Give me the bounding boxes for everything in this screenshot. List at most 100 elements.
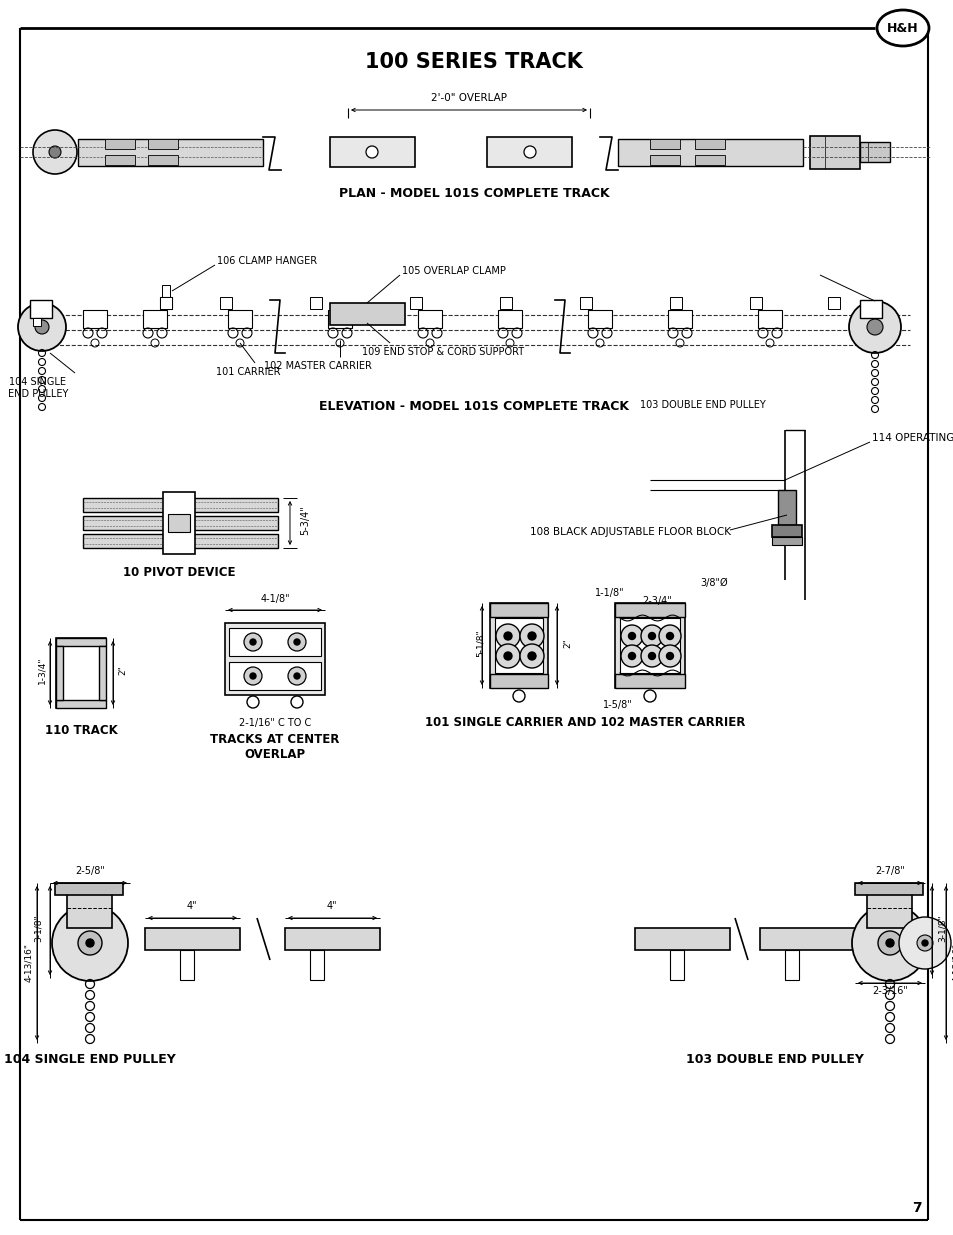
Text: 104 SINGLE
END PULLEY: 104 SINGLE END PULLEY <box>8 377 68 399</box>
Bar <box>99 646 106 700</box>
Circle shape <box>288 634 306 651</box>
Circle shape <box>294 638 299 645</box>
Text: 2": 2" <box>118 666 127 674</box>
Bar <box>56 638 106 646</box>
Text: 2-5/8": 2-5/8" <box>75 866 105 876</box>
Circle shape <box>885 939 893 947</box>
Circle shape <box>659 645 680 667</box>
Text: 101 CARRIER: 101 CARRIER <box>215 367 280 377</box>
Circle shape <box>496 643 519 668</box>
Bar <box>220 296 232 309</box>
Bar <box>619 618 679 673</box>
Circle shape <box>620 625 642 647</box>
Bar <box>225 622 325 695</box>
Bar <box>866 890 911 927</box>
Circle shape <box>659 625 680 647</box>
Circle shape <box>640 645 662 667</box>
Circle shape <box>18 303 66 351</box>
Circle shape <box>519 624 543 648</box>
Circle shape <box>86 939 94 947</box>
Text: 1-5/8": 1-5/8" <box>602 700 632 710</box>
Bar <box>859 300 882 317</box>
Circle shape <box>620 645 642 667</box>
Bar <box>669 296 681 309</box>
Circle shape <box>250 638 255 645</box>
Bar <box>229 629 320 656</box>
Circle shape <box>496 624 519 648</box>
Text: 7: 7 <box>911 1200 921 1215</box>
Bar <box>618 140 802 165</box>
Circle shape <box>648 652 655 659</box>
Bar <box>784 950 799 981</box>
Text: 4-13/16": 4-13/16" <box>24 944 33 983</box>
Bar <box>83 498 277 513</box>
Bar <box>667 310 691 329</box>
Text: 2-3/16": 2-3/16" <box>871 986 907 995</box>
Text: 1-3/4": 1-3/4" <box>37 656 46 684</box>
Bar <box>67 890 112 927</box>
Bar <box>587 310 612 329</box>
Circle shape <box>916 935 932 951</box>
Bar <box>778 490 795 525</box>
Text: TRACKS AT CENTER
OVERLAP: TRACKS AT CENTER OVERLAP <box>210 734 339 761</box>
Bar <box>771 525 801 537</box>
Circle shape <box>666 632 673 640</box>
Bar <box>497 310 521 329</box>
Bar <box>859 142 889 162</box>
Text: 4-13/16": 4-13/16" <box>951 944 953 983</box>
Bar <box>56 646 63 700</box>
Circle shape <box>33 130 77 174</box>
Circle shape <box>877 931 901 955</box>
Bar <box>83 534 277 548</box>
Circle shape <box>503 652 512 659</box>
Circle shape <box>294 673 299 679</box>
Circle shape <box>848 301 900 353</box>
Circle shape <box>523 146 536 158</box>
Text: 3-1/8": 3-1/8" <box>34 914 43 942</box>
Text: ELEVATION - MODEL 101S COMPLETE TRACK: ELEVATION - MODEL 101S COMPLETE TRACK <box>318 400 628 412</box>
Bar <box>669 950 683 981</box>
Bar <box>649 156 679 165</box>
Text: H&H: H&H <box>886 21 918 35</box>
Bar <box>410 296 421 309</box>
Bar <box>854 883 923 895</box>
Bar <box>760 927 854 950</box>
Bar <box>749 296 761 309</box>
Bar <box>695 156 724 165</box>
Bar <box>163 492 194 555</box>
Text: 2-7/8": 2-7/8" <box>874 866 904 876</box>
Text: PLAN - MODEL 101S COMPLETE TRACK: PLAN - MODEL 101S COMPLETE TRACK <box>338 186 609 200</box>
Bar <box>228 310 252 329</box>
Text: 108 BLACK ADJUSTABLE FLOOR BLOCK: 108 BLACK ADJUSTABLE FLOOR BLOCK <box>530 527 730 537</box>
Bar <box>105 140 135 149</box>
Circle shape <box>866 319 882 335</box>
Bar <box>30 300 52 317</box>
Text: 100 SERIES TRACK: 100 SERIES TRACK <box>365 52 582 72</box>
Circle shape <box>366 146 377 158</box>
Bar <box>160 296 172 309</box>
Circle shape <box>921 940 927 946</box>
Bar <box>162 285 170 296</box>
Circle shape <box>648 632 655 640</box>
Text: 114 OPERATING LINE: 114 OPERATING LINE <box>871 433 953 443</box>
Bar <box>490 674 547 688</box>
Bar <box>78 140 263 165</box>
Text: 10 PIVOT DEVICE: 10 PIVOT DEVICE <box>123 566 235 579</box>
Text: 2-1/16" C TO C: 2-1/16" C TO C <box>238 718 311 727</box>
Text: 102 MASTER CARRIER: 102 MASTER CARRIER <box>264 361 372 370</box>
Bar <box>615 603 684 688</box>
Bar <box>695 140 724 149</box>
Bar <box>771 537 801 545</box>
Bar <box>145 927 240 950</box>
Circle shape <box>52 905 128 981</box>
Circle shape <box>527 652 536 659</box>
Bar <box>105 156 135 165</box>
Text: 4-1/8": 4-1/8" <box>260 594 290 604</box>
Bar <box>83 310 107 329</box>
Circle shape <box>49 146 61 158</box>
Text: 106 CLAMP HANGER: 106 CLAMP HANGER <box>216 256 316 266</box>
Circle shape <box>288 667 306 685</box>
Bar <box>55 883 123 895</box>
Bar <box>180 950 193 981</box>
Bar <box>417 310 441 329</box>
